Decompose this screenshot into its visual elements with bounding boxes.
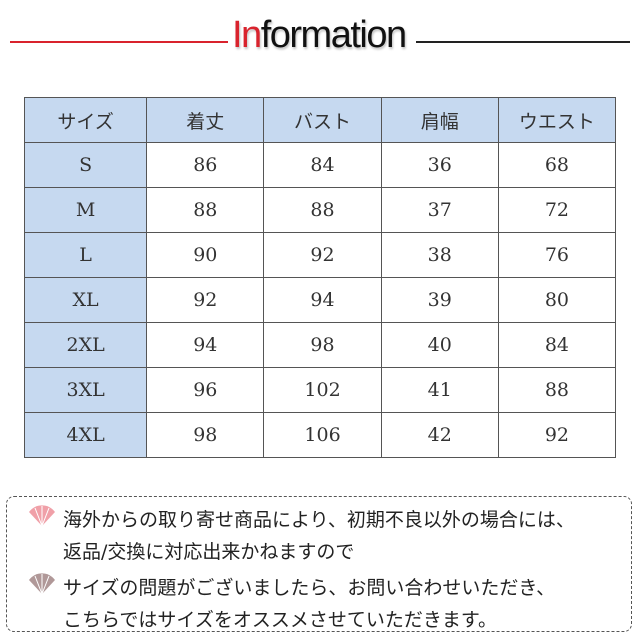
size-label: XL bbox=[23, 277, 148, 323]
title-rest: formation bbox=[260, 14, 407, 56]
table-cell: 98 bbox=[263, 322, 382, 368]
table-cell: 92 bbox=[146, 277, 265, 323]
table-cell: 102 bbox=[263, 367, 382, 413]
size-label: M bbox=[23, 187, 148, 233]
divider-left bbox=[10, 41, 228, 43]
table-cell: 94 bbox=[146, 322, 265, 368]
fan-icon bbox=[29, 505, 55, 527]
table-cell: 37 bbox=[380, 187, 499, 233]
notice-line-3: サイズの問題がございましたら、お問い合わせいただき、 bbox=[63, 577, 556, 599]
table-cell: 88 bbox=[263, 187, 382, 233]
title-accent: In bbox=[232, 14, 262, 56]
table-row: 2XL 94 98 40 84 bbox=[23, 322, 617, 368]
table-row: 4XL 98 106 42 92 bbox=[23, 412, 617, 458]
divider-right bbox=[416, 41, 630, 43]
table-cell: 84 bbox=[263, 142, 382, 188]
size-label: L bbox=[23, 232, 148, 278]
table-header-row: サイズ 着丈 バスト 肩幅 ウエスト bbox=[23, 97, 617, 143]
table-cell: 96 bbox=[146, 367, 265, 413]
size-table: サイズ 着丈 バスト 肩幅 ウエスト S 86 84 36 68 M 88 88 37 72 L 90 92 38 7… bbox=[23, 97, 617, 458]
size-label: 3XL bbox=[23, 367, 148, 413]
column-header: バスト bbox=[263, 97, 382, 143]
column-header: 肩幅 bbox=[380, 97, 499, 143]
column-header: 着丈 bbox=[146, 97, 265, 143]
table-cell: 92 bbox=[497, 412, 617, 458]
table-cell: 40 bbox=[380, 322, 499, 368]
table-cell: 90 bbox=[146, 232, 265, 278]
table-row: 3XL 96 102 41 88 bbox=[23, 367, 617, 413]
table-cell: 76 bbox=[497, 232, 617, 278]
table-cell: 88 bbox=[497, 367, 617, 413]
table-cell: 92 bbox=[263, 232, 382, 278]
table-cell: 88 bbox=[146, 187, 265, 233]
notice-line-4: こちらではサイズをオススメさせていただきます。 bbox=[63, 609, 497, 631]
table-cell: 72 bbox=[497, 187, 617, 233]
size-label: 2XL bbox=[23, 322, 148, 368]
table-cell: 39 bbox=[380, 277, 499, 323]
size-label: S bbox=[23, 142, 148, 188]
table-row: XL 92 94 39 80 bbox=[23, 277, 617, 323]
table-cell: 38 bbox=[380, 232, 499, 278]
table-cell: 42 bbox=[380, 412, 499, 458]
title-section: Information bbox=[0, 12, 640, 62]
notice-line-2: 返品/交換に対応出来かねますので bbox=[63, 541, 355, 563]
table-cell: 94 bbox=[263, 277, 382, 323]
notice-box: 海外からの取り寄せ商品により、初期不良以外の場合には、 返品/交換に対応出来かね… bbox=[6, 496, 632, 632]
page-title: Information bbox=[232, 14, 407, 57]
table-cell: 68 bbox=[497, 142, 617, 188]
table-cell: 106 bbox=[263, 412, 382, 458]
table-cell: 98 bbox=[146, 412, 265, 458]
table-row: S 86 84 36 68 bbox=[23, 142, 617, 188]
column-header: ウエスト bbox=[497, 97, 617, 143]
table-row: L 90 92 38 76 bbox=[23, 232, 617, 278]
table-cell: 36 bbox=[380, 142, 499, 188]
fan-icon bbox=[29, 573, 55, 595]
notice-line-1: 海外からの取り寄せ商品により、初期不良以外の場合には、 bbox=[63, 509, 575, 531]
table-cell: 80 bbox=[497, 277, 617, 323]
size-label: 4XL bbox=[23, 412, 148, 458]
table-cell: 86 bbox=[146, 142, 265, 188]
table-row: M 88 88 37 72 bbox=[23, 187, 617, 233]
table-cell: 41 bbox=[380, 367, 499, 413]
column-header: サイズ bbox=[23, 97, 148, 143]
table-cell: 84 bbox=[497, 322, 617, 368]
